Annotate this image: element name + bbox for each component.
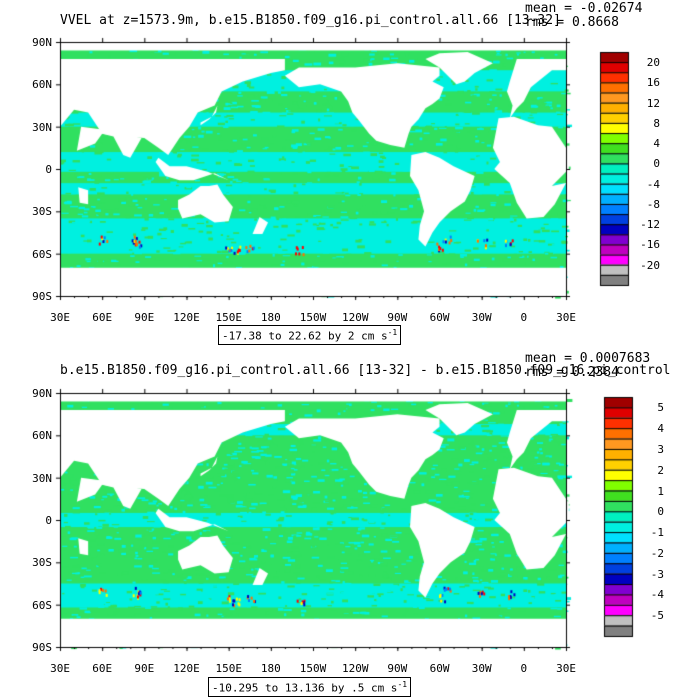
panel2-lon-tick: 60E [92,662,113,675]
panel1-lon-tick: 60W [429,311,450,324]
panel2-colorbar-label: 5 [657,401,664,415]
panel1-lon-tick: 150E [215,311,242,324]
panel1-lon-tick: 120W [341,311,369,324]
panel2-lat-tick: 90S [32,641,52,654]
panel1-colorbar-label: 4 [653,137,660,151]
panel1-colorbar-label: -16 [640,238,660,252]
panel1-lon-tick: 180 [260,311,281,324]
panel2-lon-tick: 60W [429,662,450,675]
panel2-lon-tick: 120E [173,662,200,675]
panel2-colorbar-label: 0 [657,505,664,519]
panel2-lon-tick: 90W [387,662,408,675]
panel2-colorbar-label: -4 [650,588,664,602]
panel2-lon-tick: 30W [471,662,492,675]
panel1-rms: rms = 0.8668 [525,15,619,30]
panel2-lon-tick: 120W [341,662,369,675]
panel1-lat-tick: 30S [32,205,52,219]
panel2-title: b.e15.B1850.f09_g16.pi_control.all.66 [1… [60,363,671,378]
panel1-colorbar-label: -8 [646,197,660,211]
panel2-colorbar-label: -2 [650,546,664,560]
panel1-lat-tick: 90N [32,36,52,49]
panel2-lon-tick: 30E [556,662,576,675]
panel1-lon-tick: 150W [299,311,327,324]
panel1-lon-tick: 30E [50,311,70,324]
panel1-colorbar-label: 20 [646,56,660,70]
panel2-rms: rms = 0.2384 [525,365,619,380]
panel1-lat-tick: 60N [32,78,52,92]
panel2-colorbar-label: -5 [650,609,664,623]
panel2-lon-tick: 150E [215,662,242,675]
panel1-colorbar-label: 0 [653,157,660,171]
panel1-lon-tick: 0 [520,311,528,324]
panel1-lat-tick: 30N [32,120,52,134]
panel1-colorbar-label: 16 [646,76,660,90]
panel1-lon-tick: 90E [134,311,155,324]
panel1-lon-tick: 90W [387,311,408,324]
panel2-lat-tick: 60S [32,598,52,612]
panel2-colorbar-label: -1 [650,526,664,540]
panel2-mean: mean = 0.0007683 [525,351,651,366]
panel1-lat-tick: 60S [32,247,52,261]
panel2-lat-tick: 30S [32,556,52,570]
panel1-contour-range: -17.38 to 22.62 by 2 cm s-1 [218,325,402,345]
panel1-colorbar-label: -20 [640,258,660,272]
panel2-lon-tick: 150W [299,662,327,675]
panel2-colorbar-label: 4 [657,422,664,436]
panel1-colorbar-label: -4 [646,177,660,191]
panel2-lon-tick: 0 [520,662,528,675]
panel2-colorbar-label: 2 [657,463,664,477]
panel1-lon-tick: 120E [173,311,200,324]
panel1-lat-tick: 0 [45,163,52,176]
panel2-contour-range: -10.295 to 13.136 by .5 cm s-1 [208,677,412,697]
panel2-lon-tick: 180 [260,662,281,675]
panel1-lat-tick: 90S [32,290,52,303]
panel1-title: VVEL at z=1573.9m, b.e15.B1850.f09_g16.p… [60,13,561,28]
panel2-lon-tick: 30E [50,662,70,675]
panel1-colorbar-label: 12 [646,96,660,110]
panel2-lat-tick: 90N [32,387,52,400]
panel2-colorbar-label: 3 [657,442,664,456]
panel2-lat-tick: 60N [32,429,52,443]
panel2-lat-tick: 30N [32,471,52,485]
panel2-lat-tick: 0 [45,514,52,527]
panel1-colorbar-label: 8 [653,116,660,130]
panel1-lon-tick: 30E [556,311,576,324]
panel1-lon-tick: 30W [471,311,492,324]
panel1-mean: mean = -0.02674 [525,1,643,16]
panel2-lon-tick: 90E [134,662,155,675]
panel1-colorbar-label: -12 [640,218,660,232]
panel2-colorbar-label: -3 [650,567,664,581]
panel2-colorbar-label: 1 [657,484,664,498]
panel1-lon-tick: 60E [92,311,113,324]
